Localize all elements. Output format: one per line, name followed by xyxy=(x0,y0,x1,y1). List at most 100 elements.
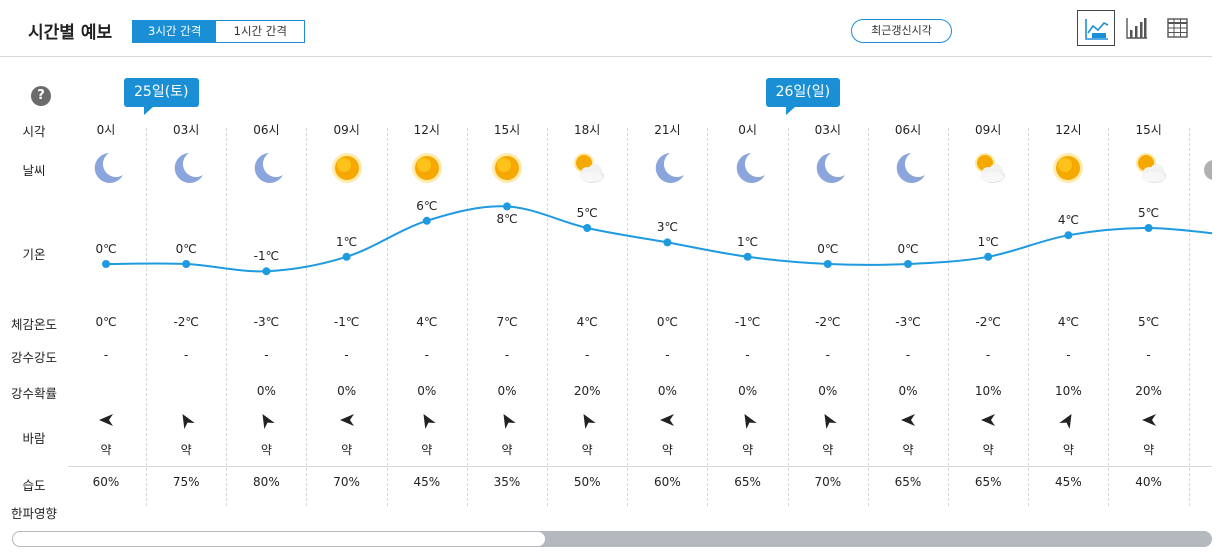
precip-amount-value: - xyxy=(504,348,510,362)
time-label: 09시 xyxy=(333,123,360,137)
temperature-label: 0℃ xyxy=(95,242,117,256)
feels-like-value: -2℃ xyxy=(815,315,841,329)
temperature-label: 0℃ xyxy=(175,242,197,256)
wind-arrow-icon xyxy=(337,410,357,430)
feels-like-value: 4℃ xyxy=(1057,315,1079,329)
humidity-value: 65% xyxy=(734,475,761,489)
scrollbar-thumb[interactable] xyxy=(12,531,546,547)
feels-like-value: -2℃ xyxy=(975,315,1001,329)
time-label: 15시 xyxy=(493,123,521,137)
time-label: 03시 xyxy=(173,123,200,137)
time-label: 12시 xyxy=(1055,123,1082,137)
precip-prob-value: 0% xyxy=(657,384,677,398)
temperature-point xyxy=(422,216,431,225)
temperature-label: 1℃ xyxy=(737,234,759,249)
moon-icon xyxy=(246,148,286,188)
wind-strength-value: 약 xyxy=(982,443,994,457)
feels-like-value: -3℃ xyxy=(253,315,280,329)
wind-arrow-icon xyxy=(898,410,918,430)
temperature-label: 8℃ xyxy=(496,212,518,227)
humidity-value: 65% xyxy=(974,475,1002,489)
precip-amount-value: - xyxy=(424,348,429,362)
bar-chart-icon[interactable] xyxy=(1118,10,1156,46)
wind-strength-value: 약 xyxy=(581,443,593,457)
feels-like-value: -3℃ xyxy=(895,315,921,329)
precip-prob-value: 10% xyxy=(974,384,1002,398)
feels-like-value: 5℃ xyxy=(1138,315,1160,329)
column-separator xyxy=(226,128,228,506)
feels-like-value: 7℃ xyxy=(496,315,518,329)
wind-strength-value: 약 xyxy=(742,443,754,457)
row-label-weather: 날씨 xyxy=(22,163,46,178)
date-badge: 25일(토) xyxy=(124,78,199,115)
temperature-label: 1℃ xyxy=(336,234,358,249)
sun-icon xyxy=(487,148,527,188)
wind-arrow-icon xyxy=(497,410,517,430)
precip-amount-value: - xyxy=(905,348,911,362)
precip-prob-value: 10% xyxy=(1055,384,1082,398)
temperature-label: 5℃ xyxy=(576,206,598,220)
temperature-point xyxy=(743,252,752,261)
humidity-value: 60% xyxy=(654,475,681,489)
row-label-precip-prob: 강수확률 xyxy=(10,386,57,401)
wind-strength-value: 약 xyxy=(822,443,834,457)
column-separator xyxy=(1188,128,1190,506)
wind-strength-value: 약 xyxy=(260,443,272,457)
temperature-point xyxy=(1144,224,1153,232)
precip-amount-value: - xyxy=(585,348,590,362)
moon-icon xyxy=(166,148,206,188)
column-separator xyxy=(306,128,308,506)
temperature-label: 0℃ xyxy=(897,242,919,256)
row-label-time: 시각 xyxy=(22,124,46,139)
column-separator xyxy=(386,128,388,506)
interval-1h-button[interactable]: 1시간 간격 xyxy=(216,21,305,42)
temperature-label: 5℃ xyxy=(1138,206,1160,220)
interval-3h-button[interactable]: 3시간 간격 xyxy=(133,21,217,42)
precip-amount-value: - xyxy=(665,348,670,362)
time-label: 06시 xyxy=(894,123,922,137)
temperature-label: 0℃ xyxy=(817,242,839,256)
moon-icon xyxy=(808,148,848,188)
feels-like-value: 4℃ xyxy=(416,315,438,329)
precip-prob-value: 0% xyxy=(898,384,918,398)
humidity-value: 45% xyxy=(413,475,441,489)
temperature-point xyxy=(984,252,993,261)
wind-strength-value: 약 xyxy=(1062,443,1074,457)
wind-strength-value: 약 xyxy=(1143,443,1155,457)
humidity-value: 80% xyxy=(253,475,280,489)
wind-strength-value: 약 xyxy=(661,443,673,457)
time-label: 21시 xyxy=(654,123,681,137)
column-separator xyxy=(1108,128,1110,506)
wind-arrow-icon xyxy=(417,410,437,430)
temperature-point xyxy=(583,224,592,232)
sun-cloud-icon xyxy=(1129,148,1169,188)
time-label: 0시 xyxy=(738,123,757,137)
temperature-point xyxy=(182,260,191,268)
sun-icon xyxy=(1048,148,1088,188)
column-separator xyxy=(547,128,548,506)
precip-amount-value: - xyxy=(1066,348,1071,362)
time-label: 0시 xyxy=(96,123,116,137)
forecast-header: 시간별 예보 3시간 간격 1시간 간격 최근갱신시각 xyxy=(0,0,1212,57)
precip-amount-value: - xyxy=(103,348,109,362)
temperature-label: -1℃ xyxy=(253,249,280,264)
wind-arrow-icon xyxy=(978,410,998,430)
table-view-icon[interactable] xyxy=(1158,10,1196,46)
temperature-label: 1℃ xyxy=(977,234,999,249)
precip-amount-value: - xyxy=(745,348,750,362)
precip-amount-value: - xyxy=(264,348,269,362)
latest-update-button[interactable]: 최근갱신시각 xyxy=(851,19,952,43)
column-separator xyxy=(627,128,629,506)
feels-like-value: -1℃ xyxy=(333,315,360,329)
graph-view-icon[interactable] xyxy=(1077,10,1115,46)
interval-toggle: 3시간 간격 1시간 간격 xyxy=(132,20,306,43)
temperature-point xyxy=(904,260,912,268)
sun-icon xyxy=(407,148,447,188)
help-icon[interactable]: ? xyxy=(31,86,51,106)
sun-cloud-icon xyxy=(968,148,1008,188)
feels-like-value: -1℃ xyxy=(734,315,761,329)
row-label-humidity: 습도 xyxy=(22,478,46,493)
precip-prob-value: 0% xyxy=(417,384,437,398)
sun-icon xyxy=(327,148,367,188)
wind-arrow-icon xyxy=(577,410,597,430)
